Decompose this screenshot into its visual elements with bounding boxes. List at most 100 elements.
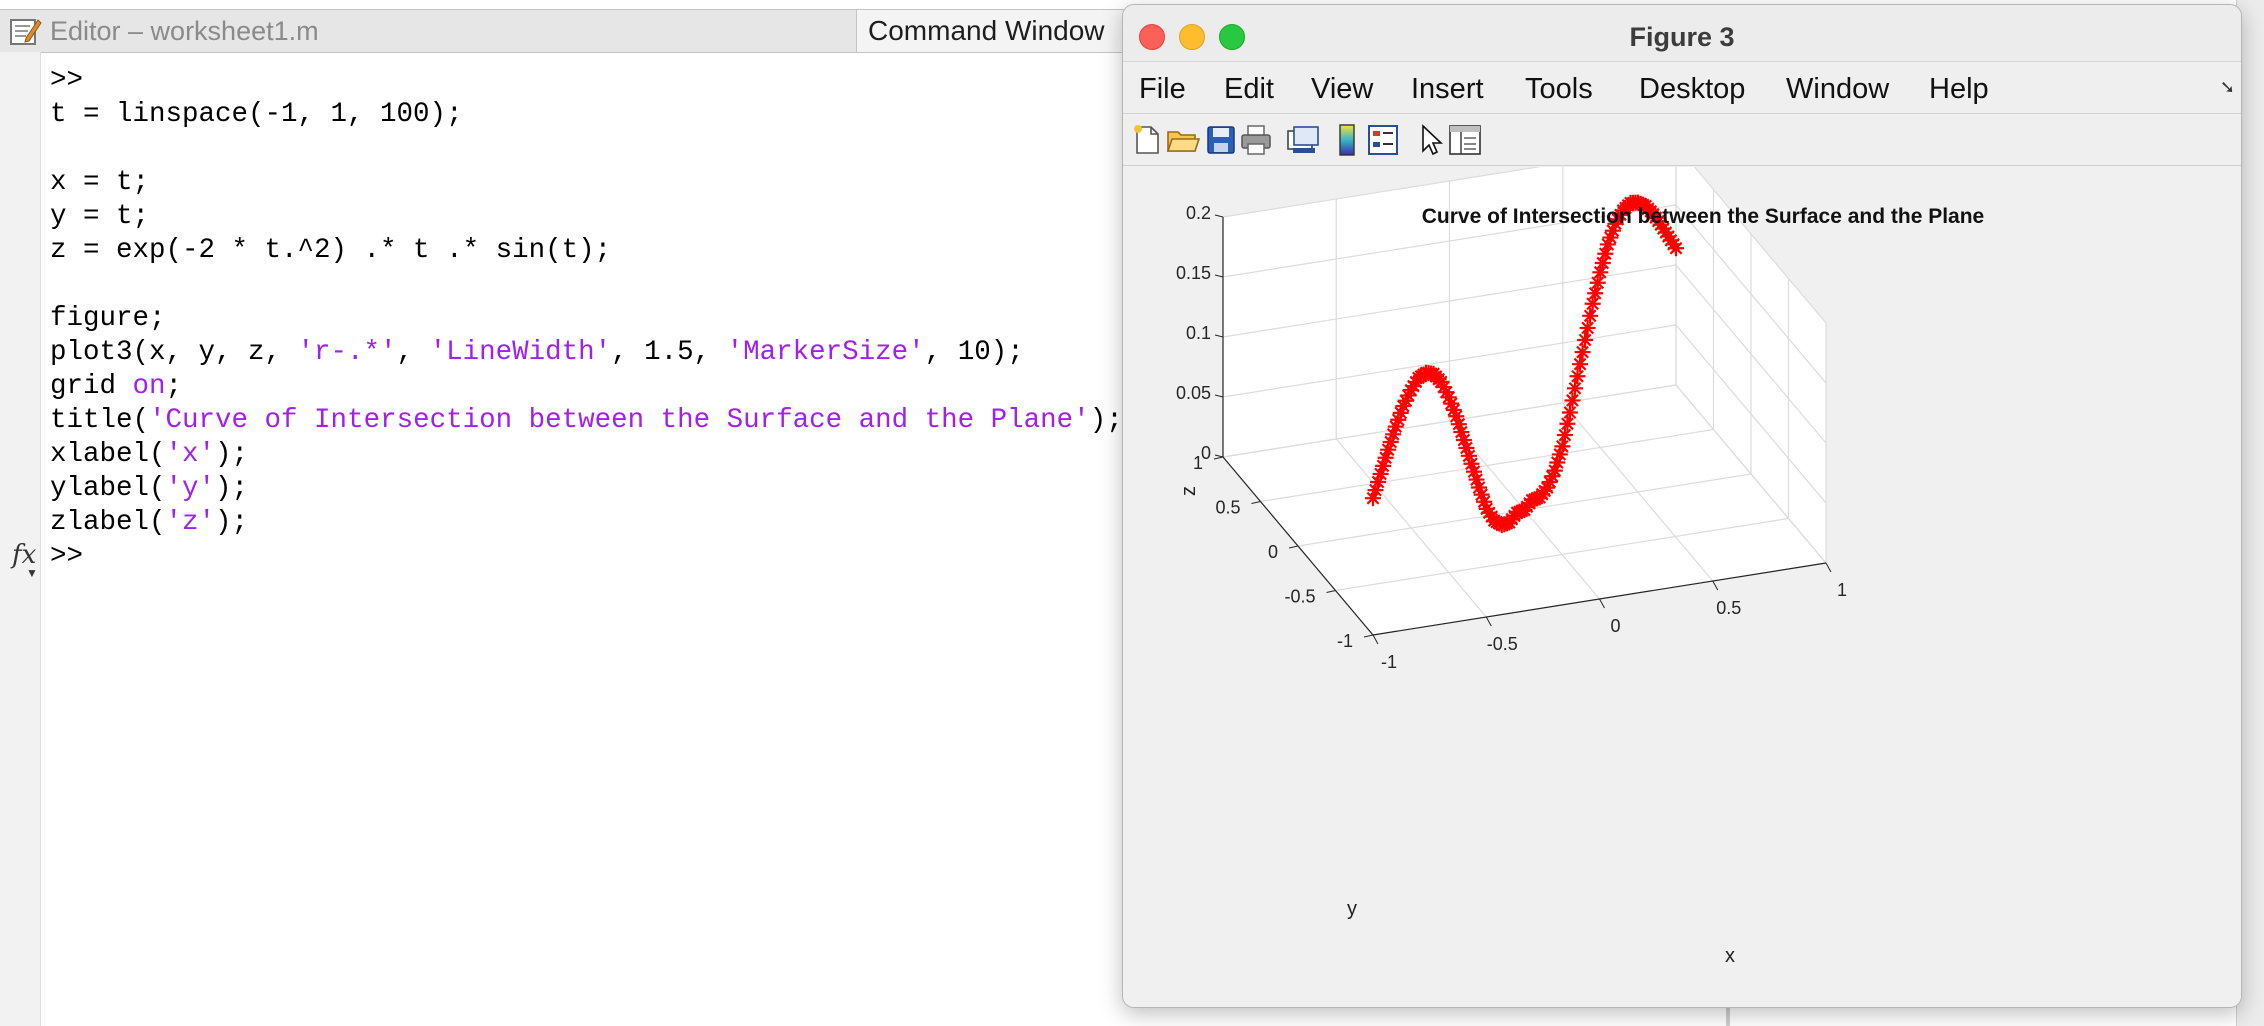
star-marker xyxy=(1473,486,1490,503)
star-marker-stroke xyxy=(1467,465,1481,479)
fx-icon[interactable]: fx xyxy=(12,540,37,570)
star-marker-stroke xyxy=(1389,420,1403,434)
star-marker-stroke xyxy=(1449,409,1463,423)
menu-desktop[interactable]: Desktop xyxy=(1639,73,1746,105)
new-figure-icon[interactable] xyxy=(1129,122,1165,158)
x-tick-label: 0.5 xyxy=(1716,598,1741,618)
code-text: plot3(x, y, z, xyxy=(50,337,298,368)
star-marker-stroke xyxy=(1374,467,1387,481)
menu-tools[interactable]: Tools xyxy=(1525,73,1593,105)
string-literal: 'z' xyxy=(165,507,216,538)
y-tick-label: -1 xyxy=(1337,631,1353,651)
y-tick-label: 1 xyxy=(1193,453,1203,473)
star-marker xyxy=(1370,474,1387,491)
menu-view[interactable]: View xyxy=(1311,73,1374,105)
star-marker-stroke xyxy=(1366,491,1380,505)
x-tick-mark xyxy=(1485,616,1492,627)
y-tick-label: 0 xyxy=(1268,542,1278,562)
zoom-window-button[interactable] xyxy=(1219,24,1245,50)
figure-canvas[interactable]: -1 -0.5 0 0.5 1 -1 -0.5 0 0.5 1 0 0.05 0.1 0.15 0.2 Cu… xyxy=(1123,144,2241,1007)
star-marker-stroke xyxy=(1566,394,1579,407)
star-marker-stroke xyxy=(1381,443,1395,457)
legend-icon[interactable] xyxy=(1365,122,1401,158)
colorbar-icon[interactable] xyxy=(1329,122,1365,158)
star-marker-stroke xyxy=(1475,488,1488,501)
side-gridline-z xyxy=(1675,144,1827,324)
minimize-window-button[interactable] xyxy=(1179,24,1205,50)
code-text: , xyxy=(396,337,430,368)
string-literal: on xyxy=(132,371,166,402)
chart-title: Curve of Intersection between the Surfac… xyxy=(1422,205,1984,228)
figure-titlebar[interactable]: Figure 3 xyxy=(1123,5,2241,62)
menu-edit[interactable]: Edit xyxy=(1224,73,1274,105)
y-tick-mark xyxy=(1251,501,1261,504)
star-marker-stroke xyxy=(1553,448,1567,461)
star-marker xyxy=(1567,380,1583,397)
z-tick-label: 0.05 xyxy=(1176,383,1211,403)
figure-window[interactable]: Figure 3 File Edit View Insert Tools Des… xyxy=(1122,4,2242,1008)
figure-toolbar xyxy=(1123,115,2241,166)
star-marker-stroke xyxy=(1555,439,1569,453)
star-marker-stroke xyxy=(1558,428,1572,442)
string-literal: 'LineWidth' xyxy=(429,337,612,368)
star-marker xyxy=(1572,356,1589,373)
star-marker xyxy=(1458,439,1475,456)
star-marker xyxy=(1589,274,1606,291)
string-literal: 'Curve of Intersection between the Surfa… xyxy=(149,405,1090,436)
save-icon[interactable] xyxy=(1203,122,1239,158)
editor-tab[interactable]: Editor – worksheet1.m xyxy=(0,10,856,52)
star-marker xyxy=(1668,240,1684,257)
star-marker-stroke xyxy=(1465,457,1478,471)
star-marker-stroke xyxy=(1561,417,1574,431)
z-axis-label: z xyxy=(1178,486,1200,496)
code-text: >> xyxy=(50,65,84,96)
command-window-tab[interactable]: Command Window xyxy=(856,10,1168,52)
star-marker xyxy=(1561,404,1578,421)
y-tick-mark xyxy=(1288,545,1299,549)
link-plot-icon[interactable] xyxy=(1285,122,1321,158)
star-marker-stroke xyxy=(1576,345,1589,359)
close-window-button[interactable] xyxy=(1139,24,1165,50)
menu-window[interactable]: Window xyxy=(1786,73,1890,105)
dock-arrow-icon[interactable]: ➘ xyxy=(2219,77,2235,97)
print-icon[interactable] xyxy=(1238,122,1274,158)
x-tick-mark xyxy=(1712,580,1719,591)
star-marker-stroke xyxy=(1571,369,1584,383)
command-window-tab-label: Command Window xyxy=(868,15,1105,46)
y-tick-mark xyxy=(1326,590,1336,593)
command-window-console[interactable]: >> t = linspace(-1, 1, 100); x = t; y = t; z… xyxy=(50,64,1130,574)
menu-file[interactable]: File xyxy=(1139,73,1186,105)
side-gridline-z xyxy=(1675,324,1827,504)
side-gridline-z xyxy=(1675,264,1827,444)
property-inspector-icon[interactable] xyxy=(1447,122,1483,158)
star-marker xyxy=(1577,332,1594,348)
star-marker xyxy=(1574,344,1591,361)
star-marker-stroke xyxy=(1550,456,1564,469)
star-marker xyxy=(1579,319,1596,336)
console-line: grid on; xyxy=(50,370,1130,404)
back-gridline-z xyxy=(1222,204,1677,278)
star-marker xyxy=(1380,441,1397,458)
x-tick-label: 0 xyxy=(1610,616,1620,636)
open-file-icon[interactable] xyxy=(1165,122,1201,158)
star-marker-stroke xyxy=(1573,357,1587,371)
figure-title: Figure 3 xyxy=(1629,22,1735,52)
panel-divider[interactable] xyxy=(1726,998,1730,1026)
menu-help[interactable]: Help xyxy=(1929,73,1989,105)
code-text: , 1.5, xyxy=(611,337,727,368)
plot3-series xyxy=(1365,194,1684,534)
x-tick-mark xyxy=(1372,634,1379,645)
star-marker-stroke xyxy=(1588,286,1602,300)
code-text: zlabel( xyxy=(50,507,166,538)
pointer-icon[interactable] xyxy=(1413,122,1449,158)
z-tick-mark xyxy=(1214,274,1224,278)
console-line xyxy=(50,268,1130,302)
floor-gridline-y xyxy=(1335,517,1789,592)
menu-insert[interactable]: Insert xyxy=(1411,73,1484,105)
code-text: grid xyxy=(50,371,133,402)
chevron-down-icon[interactable]: ▼ xyxy=(26,566,38,580)
star-marker-stroke xyxy=(1591,276,1605,290)
